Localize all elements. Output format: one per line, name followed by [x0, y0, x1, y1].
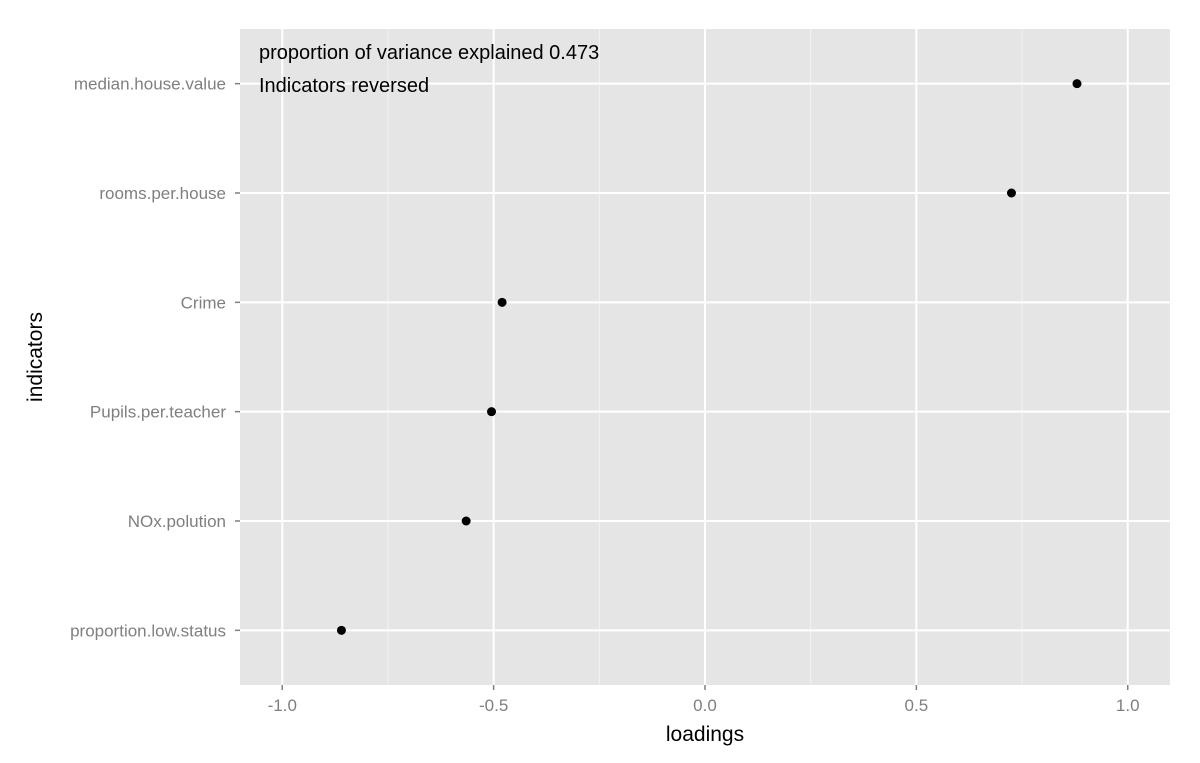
y-axis-ticks: median.house.value rooms.per.house Crime Pu… [70, 75, 240, 640]
x-axis-ticks: -1.0 -0.5 0.0 0.5 1.0 [268, 685, 1140, 715]
grid-minor-lines [387, 29, 1023, 685]
x-tick-label: -1.0 [268, 696, 297, 715]
data-points [336, 79, 1082, 635]
data-point [1072, 79, 1082, 89]
data-point [461, 516, 471, 526]
y-tick-label: rooms.per.house [99, 184, 226, 203]
data-point [336, 625, 346, 635]
data-point [487, 407, 497, 417]
y-tick-label: NOx.polution [128, 512, 226, 531]
y-tick-label: proportion.low.status [70, 621, 226, 640]
y-axis-title: indicators [24, 312, 47, 402]
y-tick-label: median.house.value [74, 75, 226, 94]
data-point [497, 297, 507, 307]
annotation-reversed: Indicators reversed [259, 75, 429, 97]
x-tick-label: 1.0 [1116, 696, 1140, 715]
x-tick-label: -0.5 [479, 696, 508, 715]
annotation-variance: proportion of variance explained 0.473 [259, 42, 599, 64]
x-tick-label: 0.0 [693, 696, 717, 715]
y-tick-label: Crime [181, 293, 226, 312]
x-tick-label: 0.5 [905, 696, 929, 715]
x-axis-title: loadings [666, 723, 744, 746]
data-point [1006, 188, 1016, 198]
y-tick-label: Pupils.per.teacher [90, 403, 226, 422]
